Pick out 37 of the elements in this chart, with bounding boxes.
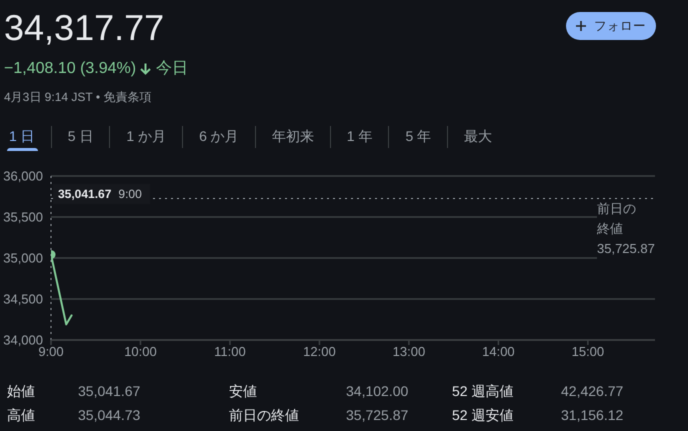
- text: 前日の終値: [229, 407, 299, 423]
- button: フォロー: [566, 12, 656, 40]
- text: 35,725.87: [346, 407, 408, 423]
- annotation: 35,041.67: [58, 187, 112, 201]
- text: 35,041.67: [78, 383, 140, 399]
- text: 4月3日 9:14 JST • 免責条項: [4, 90, 152, 104]
- x-tick-label: 10:00: [124, 344, 157, 360]
- text: 35,044.73: [78, 407, 140, 423]
- x-tick-label: 13:00: [392, 344, 426, 360]
- text: 年初来: [272, 128, 314, 144]
- ref-line-label: 前日の終値 35,725.87: [597, 199, 655, 260]
- text: 高値: [7, 407, 35, 423]
- y-tick-label: 36,000: [3, 168, 43, 184]
- text: 1 か月: [126, 128, 166, 144]
- text: 5 年: [405, 128, 432, 144]
- text: 始値: [7, 383, 35, 399]
- text: 安値: [229, 383, 257, 399]
- chart-title: 34,317.77: [4, 6, 164, 48]
- text: 34,102.00: [346, 383, 408, 399]
- text: 1 年: [346, 128, 372, 144]
- x-tick-label: 14:00: [482, 344, 515, 360]
- text: 5 日: [68, 128, 94, 144]
- text: 9:00: [118, 187, 142, 201]
- text: 52 週安値: [452, 407, 514, 423]
- y-tick-label: 35,000: [3, 250, 43, 266]
- x-tick-label: 12:00: [303, 344, 336, 360]
- text: 最大: [464, 128, 492, 144]
- text: 6 か月: [199, 128, 239, 144]
- text: 31,156.12: [561, 407, 624, 423]
- y-tick-label: 34,500: [3, 292, 43, 307]
- text: 52 週高値: [452, 383, 514, 399]
- x-tick-label: 11:00: [214, 344, 246, 360]
- y-tick-label: 35,500: [3, 210, 43, 225]
- x-tick-label: 15:00: [572, 344, 604, 360]
- text: 1 日: [9, 128, 35, 144]
- text: 42,426.77: [561, 383, 624, 399]
- text: −1,408.10 (3.94%) 今日: [4, 60, 188, 76]
